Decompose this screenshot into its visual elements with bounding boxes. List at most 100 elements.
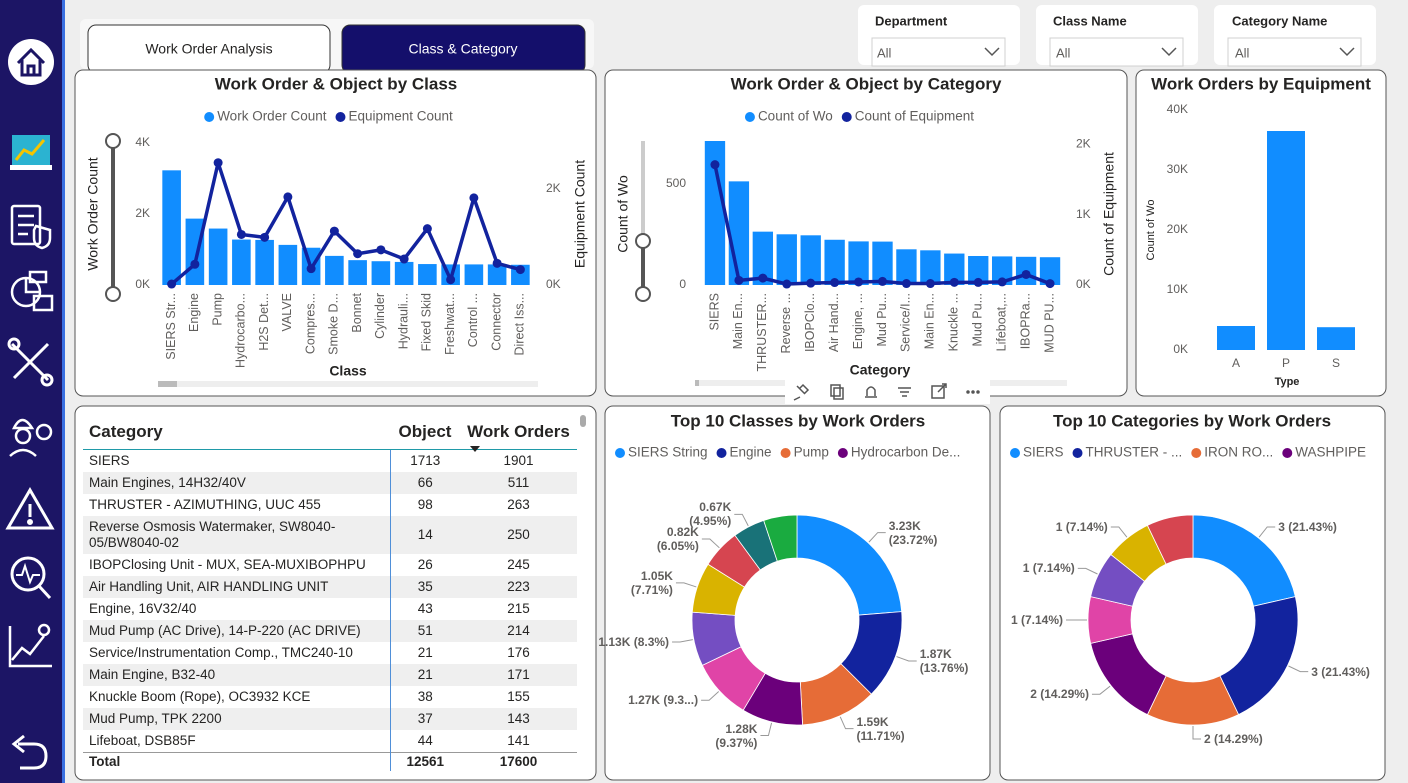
nav-engineer[interactable]: [11, 418, 35, 430]
nav-engineer[interactable]: [35, 423, 53, 441]
visual-toolbar[interactable]: [931, 385, 945, 399]
nav-checklist[interactable]: [10, 204, 42, 246]
filter-value[interactable]: All: [1056, 45, 1071, 60]
zoom-slider[interactable]: [635, 286, 651, 302]
scrollbar-thumb[interactable]: [158, 381, 177, 387]
column-header[interactable]: Work Orders: [460, 415, 577, 452]
zoom-slider[interactable]: [635, 141, 651, 302]
line-marker: [167, 279, 177, 289]
x-axis-title: Type: [1275, 376, 1300, 388]
nav-tools[interactable]: [40, 373, 54, 387]
line-marker: [515, 265, 525, 275]
visual-toolbar[interactable]: [833, 387, 844, 400]
zoom-slider[interactable]: [105, 133, 121, 302]
x-tick-label: Knuckle ...: [947, 293, 961, 351]
nav-back[interactable]: [11, 734, 48, 770]
tab-label[interactable]: Class & Category: [409, 41, 518, 57]
nav-tools[interactable]: [12, 342, 50, 380]
x-tick-label: A: [1232, 356, 1240, 370]
category-cell: Main Engines, 14H32/40V: [83, 472, 391, 494]
nav-back[interactable]: [11, 734, 25, 754]
nav-search[interactable]: [16, 562, 40, 585]
scrollbar-thumb[interactable]: [695, 380, 699, 386]
filter[interactable]: [1049, 37, 1184, 67]
table-scroll-thumb[interactable]: [580, 415, 586, 427]
zoom-slider[interactable]: [105, 286, 121, 302]
nav-engineer[interactable]: [9, 418, 53, 457]
nav-alerts[interactable]: [5, 487, 55, 530]
legend-marker: [716, 448, 727, 458]
leader-line: [760, 722, 773, 737]
tab-active[interactable]: Class & Category: [341, 24, 586, 74]
line-marker: [236, 229, 246, 239]
nav-dashboard[interactable]: [14, 139, 46, 161]
sidebar-edge: [62, 0, 65, 783]
nav-tools[interactable]: [7, 337, 54, 387]
nav-search[interactable]: [10, 556, 46, 592]
filter[interactable]: Category Name All: [1214, 5, 1376, 67]
filter-value[interactable]: All: [1235, 45, 1250, 60]
nav-engineer[interactable]: [9, 448, 37, 457]
column-header[interactable]: Category: [83, 415, 390, 450]
nav-reports[interactable]: [10, 270, 54, 312]
scrollbar[interactable]: [158, 381, 538, 387]
filter-label[interactable]: Department: [875, 13, 948, 28]
filter-label[interactable]: Class Name: [1053, 13, 1127, 28]
filter-label[interactable]: Category Name: [1232, 13, 1327, 28]
nav-checklist[interactable]: [10, 204, 52, 250]
nav-home[interactable]: [8, 39, 54, 85]
visual-toolbar[interactable]: [830, 384, 841, 397]
visual-toolbar[interactable]: [976, 390, 980, 394]
filter[interactable]: [984, 47, 1000, 57]
zoom-slider[interactable]: [105, 133, 121, 149]
nav-back[interactable]: [18, 742, 48, 770]
filter-value[interactable]: All: [877, 45, 892, 60]
x-tick-label: Lifeboat,...: [994, 293, 1008, 351]
nav-trend[interactable]: [8, 626, 52, 668]
nav-trend[interactable]: [8, 623, 52, 668]
filter[interactable]: Class Name All: [1036, 5, 1198, 67]
filter[interactable]: [1227, 37, 1362, 67]
nav-home[interactable]: [8, 39, 54, 85]
nav-dashboard[interactable]: [10, 135, 52, 170]
legend-label: SIERS String: [628, 445, 708, 460]
visual-toolbar[interactable]: [785, 380, 990, 404]
filter[interactable]: [1339, 47, 1355, 57]
nav-alerts[interactable]: [27, 519, 33, 525]
y-tick-label: 40K: [1167, 102, 1188, 116]
table-row: Mud Pump, TPK 2200 37 143: [83, 708, 577, 730]
nav-checklist[interactable]: [32, 224, 52, 250]
nav-reports[interactable]: [28, 270, 48, 284]
table-row: IBOPClosing Unit - MUX, SEA-MUXIBOPHPU 26…: [83, 554, 577, 576]
nav-reports[interactable]: [24, 278, 40, 294]
nav-trend[interactable]: [11, 635, 45, 661]
zoom-slider[interactable]: [635, 233, 651, 249]
filter[interactable]: [871, 37, 1006, 67]
filter[interactable]: Department All: [858, 5, 1020, 67]
number-cell: 155: [507, 689, 530, 704]
visual-toolbar[interactable]: [971, 390, 975, 394]
x-tick-label: Direct Iss...: [513, 293, 527, 356]
nav-trend[interactable]: [37, 623, 51, 637]
filter[interactable]: [1161, 47, 1177, 57]
nav-tools[interactable]: [7, 337, 21, 351]
column-header[interactable]: Object: [390, 415, 460, 450]
nav-search[interactable]: [10, 556, 52, 600]
visual-toolbar[interactable]: [966, 390, 970, 394]
x-tick-label: Mud Pu...: [971, 293, 985, 347]
nav-reports[interactable]: [32, 294, 54, 312]
visual-toolbar[interactable]: [785, 380, 990, 404]
nav-alerts[interactable]: [5, 487, 55, 530]
visual-toolbar[interactable]: [898, 387, 911, 397]
nav-engineer[interactable]: [14, 427, 32, 445]
nav-dashboard[interactable]: [10, 165, 52, 170]
tab-label[interactable]: Work Order Analysis: [145, 41, 272, 57]
nav-dashboard[interactable]: [12, 135, 50, 165]
visual-toolbar[interactable]: [865, 386, 877, 398]
visual-toolbar[interactable]: [793, 383, 810, 401]
table-row: Air Handling Unit, AIR HANDLING UNIT 35 22…: [83, 576, 577, 598]
nav-home[interactable]: [16, 47, 46, 77]
visual-toolbar[interactable]: [937, 383, 947, 393]
tab[interactable]: Work Order Analysis: [87, 24, 331, 74]
nav-search[interactable]: [37, 584, 52, 600]
